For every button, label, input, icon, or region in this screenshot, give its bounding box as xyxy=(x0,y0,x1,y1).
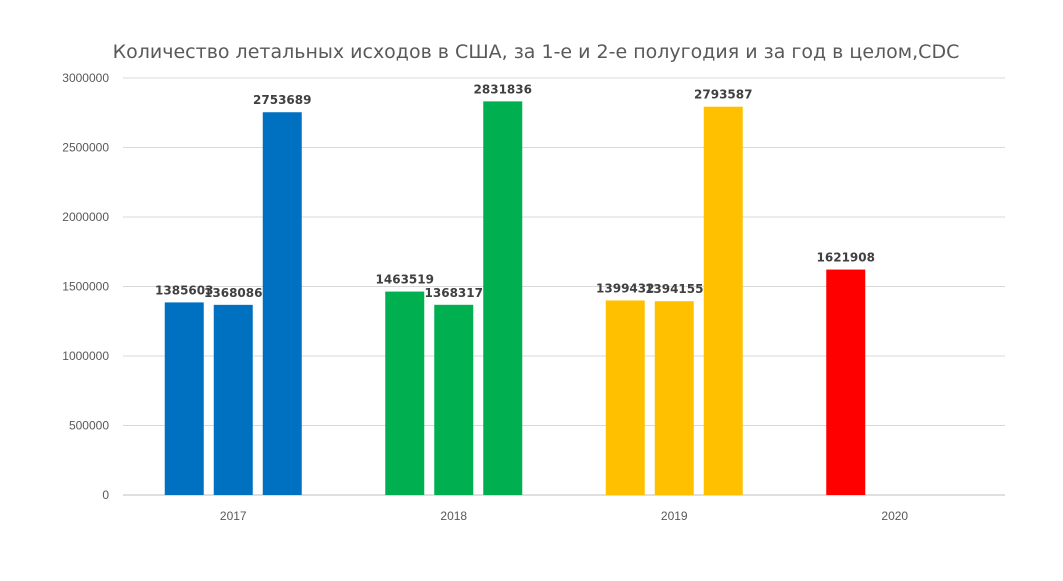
data-label: 1394155 xyxy=(645,282,703,296)
y-tick-label: 500000 xyxy=(69,419,109,433)
bar-2017-1 xyxy=(164,302,204,495)
data-label: 1368317 xyxy=(425,286,483,300)
y-tick-label: 2500000 xyxy=(62,141,109,155)
data-label: 1621908 xyxy=(817,251,875,265)
x-tick-label: 2017 xyxy=(220,509,247,523)
data-label: 2793587 xyxy=(694,88,752,102)
data-label: 1463519 xyxy=(376,273,434,287)
data-label: 1385603 xyxy=(155,283,213,297)
bar-2018-2 xyxy=(434,304,474,495)
y-tick-label: 0 xyxy=(102,488,109,502)
y-tick-label: 1000000 xyxy=(62,349,109,363)
chart-title: Количество летальных исходов в США, за 1… xyxy=(113,41,960,63)
bar-2019-1 xyxy=(605,300,645,495)
x-axis: 2017 2018 2019 2020 xyxy=(220,509,909,523)
data-label: 2831836 xyxy=(474,82,532,96)
data-label: 2753689 xyxy=(253,93,311,107)
bar-2018-1 xyxy=(385,291,425,495)
x-tick-label: 2019 xyxy=(661,509,688,523)
x-tick-label: 2020 xyxy=(881,509,908,523)
bar-2019-3 xyxy=(703,106,743,495)
bar-2017-2 xyxy=(213,304,253,495)
bar-2018-3 xyxy=(483,101,523,496)
data-label: 1368086 xyxy=(204,286,262,300)
bar-2020-1 xyxy=(826,269,866,495)
y-tick-label: 2000000 xyxy=(62,210,109,224)
y-tick-label: 3000000 xyxy=(62,71,109,85)
data-label: 1399432 xyxy=(596,281,654,295)
bar-2017-3 xyxy=(262,112,302,495)
bar-2019-2 xyxy=(654,301,694,495)
y-axis: 0 500000 1000000 1500000 2000000 2500000 30000… xyxy=(62,71,109,502)
y-tick-label: 1500000 xyxy=(62,280,109,294)
x-tick-label: 2018 xyxy=(440,509,467,523)
